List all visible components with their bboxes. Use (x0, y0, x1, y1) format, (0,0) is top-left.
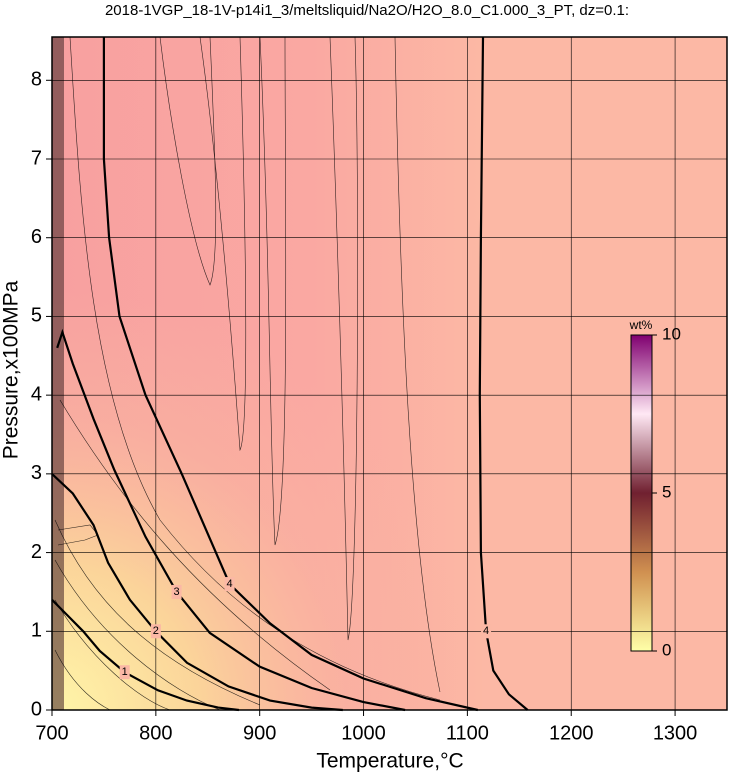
x-tick-label: 1200 (549, 722, 594, 744)
contour-label: 2 (153, 625, 159, 637)
x-tick-label: 700 (35, 722, 68, 744)
contour-line (56, 328, 406, 712)
x-tick-label: 1300 (653, 722, 698, 744)
contour-label-bg (150, 624, 161, 639)
x-tick-label: 800 (139, 722, 172, 744)
colorbar-tick-label: 10 (662, 324, 681, 343)
colorbar-tick-label: 0 (662, 640, 671, 659)
field (52, 37, 727, 710)
y-axis-label: Pressure,x100MPa (0, 280, 23, 459)
contour-label-bg (481, 624, 492, 639)
y-tick-label: 1 (31, 620, 42, 642)
colorbar-label: wt% (629, 318, 653, 332)
colorbar (630, 334, 653, 652)
y-tick-label: 2 (31, 541, 42, 563)
y-tick-label: 3 (31, 462, 42, 484)
contour-line (102, 37, 479, 712)
chart-title: 2018-1VGP_18-1V-p14i1_3/meltsliquid/Na2O… (105, 2, 629, 19)
contour-label: 4 (483, 625, 489, 637)
y-tick-label: 7 (31, 147, 42, 169)
colorbar-tick-label: 5 (662, 482, 671, 501)
x-axis-label: Temperature,°C (316, 750, 463, 773)
contour-label-bg (224, 577, 235, 592)
x-tick-label: 1000 (341, 722, 386, 744)
y-tick-label: 4 (31, 383, 42, 405)
y-tick-label: 0 (31, 698, 42, 720)
contour-label: 4 (227, 578, 233, 590)
contour-label-bg (171, 584, 182, 599)
contour-label: 3 (174, 586, 180, 598)
x-tick-label: 900 (243, 722, 276, 744)
y-tick-label: 5 (31, 305, 42, 327)
x-tick-label: 1100 (446, 722, 489, 744)
y-tick-label: 8 (31, 69, 42, 91)
contour-label-bg (119, 665, 130, 680)
y-tick-label: 6 (31, 226, 42, 248)
contour-line (478, 36, 529, 711)
contour-label: 1 (122, 666, 128, 678)
